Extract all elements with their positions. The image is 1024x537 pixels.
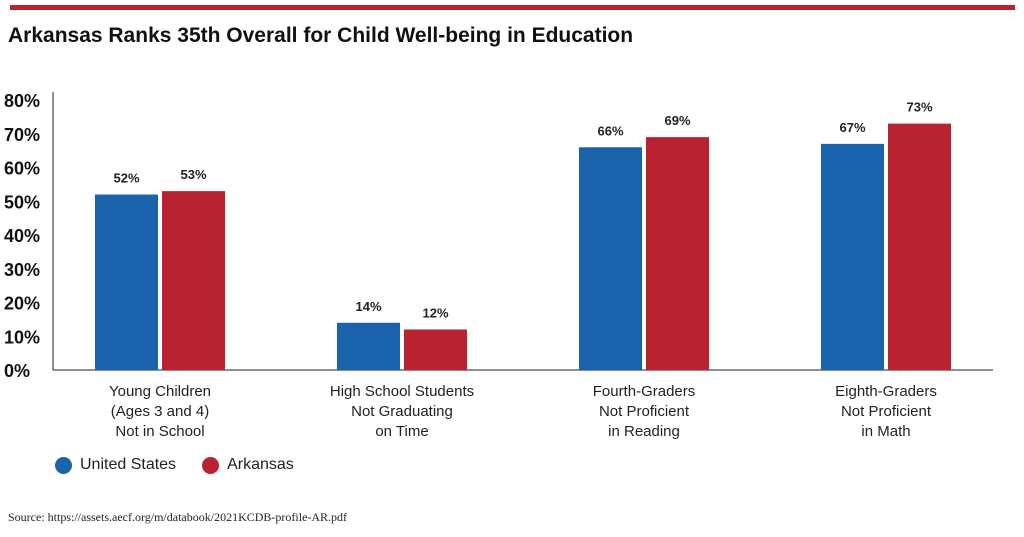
data-label: 69% bbox=[664, 113, 690, 128]
data-label: 67% bbox=[839, 120, 865, 135]
x-category-label: Young Children bbox=[109, 383, 211, 400]
data-label: 66% bbox=[597, 123, 623, 138]
legend-swatch-ar bbox=[202, 456, 220, 474]
x-category-label: Not Proficient bbox=[599, 403, 690, 420]
x-category-label: Fourth-Graders bbox=[593, 383, 696, 400]
bar-ar bbox=[404, 329, 467, 370]
legend-item-us: United States bbox=[55, 456, 176, 474]
bar-us bbox=[95, 194, 158, 370]
bar-ar bbox=[888, 123, 951, 370]
x-category-label: (Ages 3 and 4) bbox=[111, 403, 209, 420]
y-tick-label: 50% bbox=[4, 192, 40, 212]
y-tick-label: 60% bbox=[4, 159, 40, 179]
bar-ar bbox=[162, 191, 225, 370]
y-tick-label: 30% bbox=[4, 260, 40, 280]
legend-item-ar: Arkansas bbox=[202, 456, 294, 474]
top-accent-rule bbox=[10, 5, 1015, 10]
x-category-label: in Math bbox=[861, 423, 910, 440]
x-category-label: Eighth-Graders bbox=[835, 383, 937, 400]
chart-title: Arkansas Ranks 35th Overall for Child We… bbox=[8, 24, 634, 47]
data-label: 52% bbox=[113, 171, 139, 186]
bar-us bbox=[579, 147, 642, 370]
legend-label-us: United States bbox=[80, 456, 177, 473]
x-category-label: on Time bbox=[375, 423, 428, 440]
legend: United States Arkansas bbox=[55, 456, 320, 474]
source-note: Source: https://assets.aecf.org/m/databo… bbox=[8, 510, 348, 524]
x-category-label: High School Students bbox=[330, 383, 474, 400]
legend-swatch-us bbox=[55, 456, 72, 474]
data-label: 12% bbox=[422, 306, 448, 321]
bar-us bbox=[337, 322, 400, 370]
x-category-label: in Reading bbox=[608, 423, 680, 440]
x-category-label: Not in School bbox=[115, 423, 204, 440]
legend-label-ar: Arkansas bbox=[227, 456, 294, 473]
y-tick-label: 20% bbox=[4, 294, 40, 314]
data-label: 53% bbox=[180, 167, 206, 182]
y-tick-label: 10% bbox=[4, 327, 40, 347]
bar-ar bbox=[646, 137, 709, 370]
x-category-label: Not Proficient bbox=[841, 403, 932, 420]
x-category-label: Not Graduating bbox=[351, 403, 453, 420]
bar-us bbox=[821, 143, 884, 370]
y-tick-label: 40% bbox=[4, 226, 40, 246]
y-tick-label: 70% bbox=[4, 125, 40, 145]
data-label: 73% bbox=[906, 100, 932, 115]
y-tick-label: 0% bbox=[4, 361, 30, 381]
y-tick-label: 80% bbox=[4, 91, 40, 111]
data-label: 14% bbox=[355, 299, 381, 314]
